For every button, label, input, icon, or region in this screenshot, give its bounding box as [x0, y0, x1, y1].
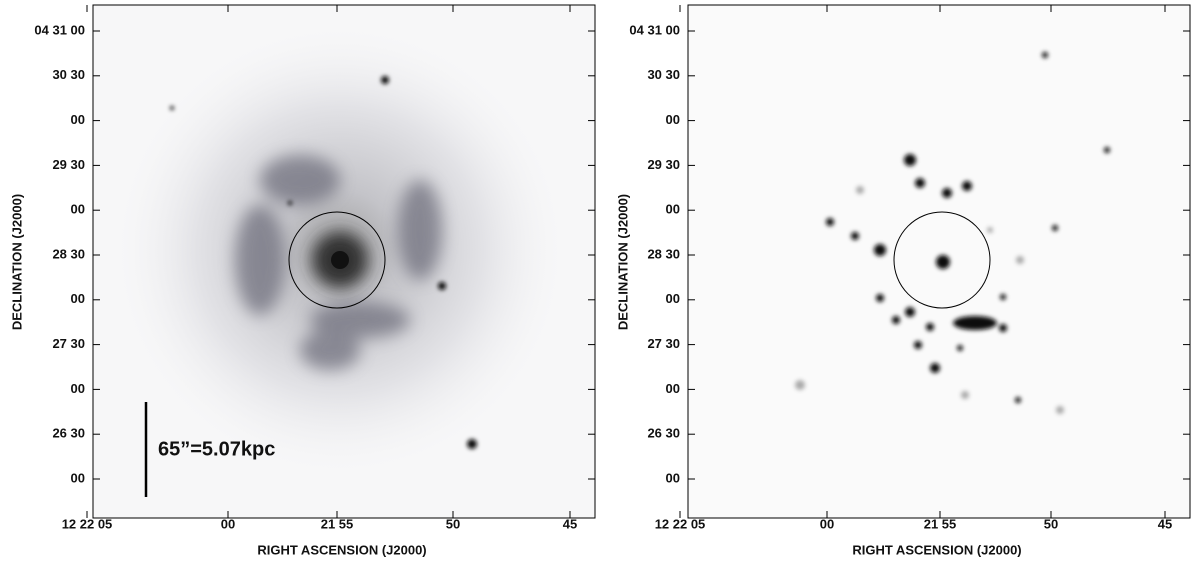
frame [687, 4, 1191, 519]
y-tick-label: 29 30 [647, 157, 680, 172]
y-tick-label: 00 [666, 470, 680, 485]
x-tick-label: 12 22 05 [655, 516, 706, 531]
x-tick-label: 21 55 [924, 516, 957, 531]
y-tick-label: 30 30 [52, 67, 85, 82]
y-tick-label: 26 30 [52, 426, 85, 441]
x-tick-label: 00 [820, 516, 834, 531]
y-tick-label: 30 30 [647, 67, 680, 82]
halpha-image [688, 5, 1190, 518]
x-tick-label: 21 55 [321, 516, 354, 531]
y-tick-label: 00 [666, 112, 680, 127]
y-tick-label: 26 30 [647, 426, 680, 441]
frame [92, 4, 596, 519]
y-tick-label: 00 [71, 470, 85, 485]
y-tick-label: 00 [666, 291, 680, 306]
x-tick-label: 12 22 05 [62, 516, 113, 531]
y-tick-label: 29 30 [52, 157, 85, 172]
y-tick-label: 04 31 00 [34, 22, 85, 37]
x-tick-label: 45 [1158, 516, 1172, 531]
x-tick-label: 45 [563, 516, 577, 531]
y-tick-label: 00 [71, 291, 85, 306]
optical-image [93, 5, 595, 518]
y-tick-label: 00 [71, 381, 85, 396]
y-tick-label: 28 30 [52, 246, 85, 261]
y-axis-label: DECLINATION (J2000) [9, 194, 24, 330]
y-axis-label: DECLINATION (J2000) [615, 194, 630, 330]
x-tick-label: 50 [446, 516, 460, 531]
scale-annotation: 65”=5.07kpc [158, 438, 275, 460]
y-tick-label: 27 30 [647, 336, 680, 351]
x-tick-label: 50 [1044, 516, 1058, 531]
y-tick-label: 00 [666, 202, 680, 217]
y-tick-label: 00 [71, 202, 85, 217]
x-tick-label: 00 [221, 516, 235, 531]
y-tick-label: 00 [71, 112, 85, 127]
y-tick-label: 04 31 00 [629, 22, 680, 37]
x-axis-label: RIGHT ASCENSION (J2000) [257, 542, 426, 557]
x-axis-label: RIGHT ASCENSION (J2000) [852, 542, 1021, 557]
y-tick-label: 00 [666, 381, 680, 396]
y-tick-label: 27 30 [52, 336, 85, 351]
y-tick-label: 28 30 [647, 246, 680, 261]
